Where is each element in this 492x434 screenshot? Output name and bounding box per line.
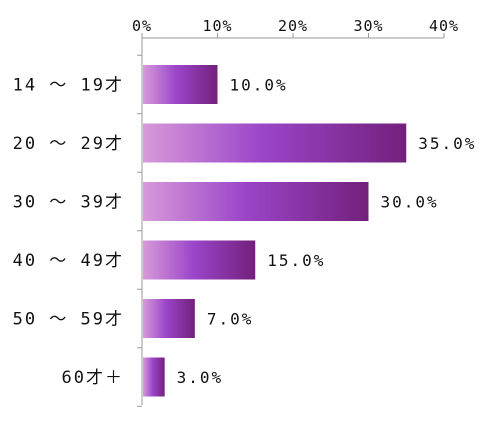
x-tick-label: 10% [202,17,232,35]
category-label: 40 ～ 49才 [13,251,124,271]
x-tick-label: 20% [278,17,308,35]
x-tick-label: 40% [429,17,459,35]
label-layer: 14 ～ 19才 10.0% 20 ～ 29才 35.0% 30 ～ 39才 30.0% 4… [13,76,476,389]
data-label: 7.0% [207,310,254,329]
data-label: 30.0% [381,193,439,212]
data-label: 15.0% [267,251,325,270]
category-label: 50 ～ 59才 [13,310,124,330]
bar [143,299,195,338]
data-label: 10.0% [230,76,288,95]
bar [143,123,407,163]
x-tick-label: 0% [132,17,152,35]
category-label: 30 ～ 39才 [13,193,124,213]
category-label: 60才＋ [62,368,124,388]
bar-layer [143,65,407,397]
category-label: 14 ～ 19才 [13,76,124,96]
data-label: 35.0% [418,134,476,153]
category-label: 20 ～ 29才 [13,134,124,154]
data-label: 3.0% [177,368,224,387]
bar [143,357,165,397]
bar [143,65,218,104]
bar [143,240,256,280]
x-tick-label: 30% [353,17,383,35]
axis-layer: 0% 10% 20% 30% 40% [132,17,459,407]
bar [143,182,369,221]
